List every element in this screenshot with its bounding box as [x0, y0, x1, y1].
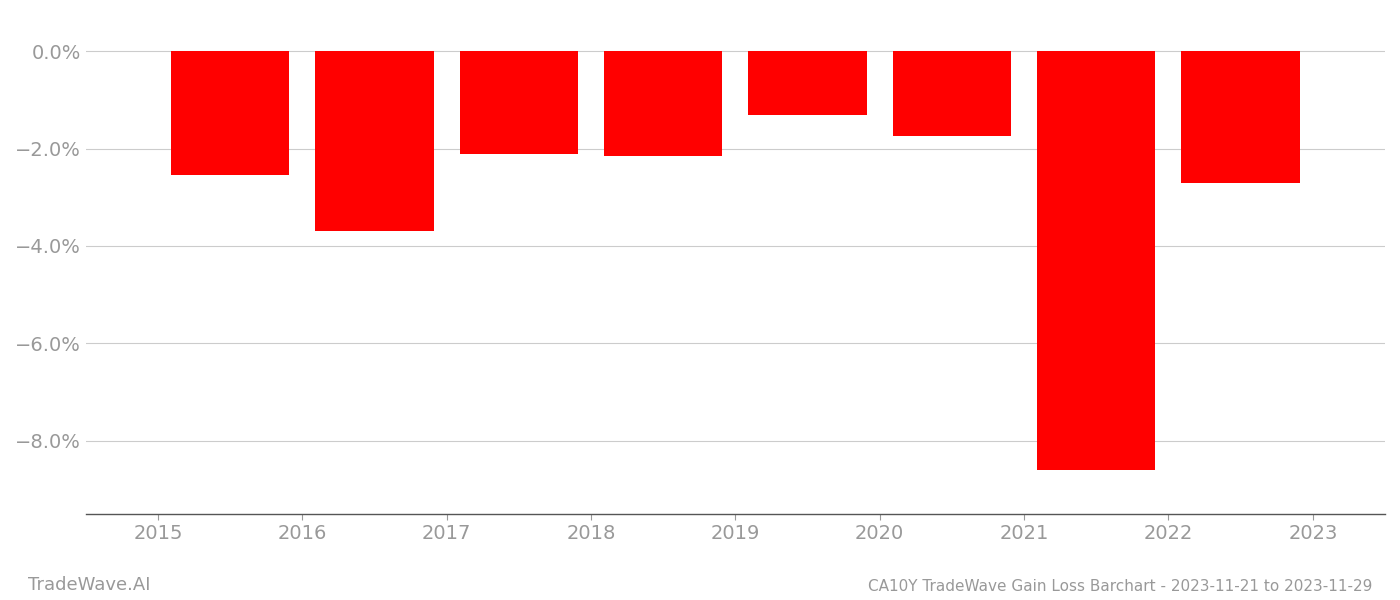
Bar: [749, 52, 867, 115]
Bar: [459, 52, 578, 154]
Text: CA10Y TradeWave Gain Loss Barchart - 2023-11-21 to 2023-11-29: CA10Y TradeWave Gain Loss Barchart - 202…: [868, 579, 1372, 594]
Bar: [1037, 52, 1155, 470]
Bar: [603, 52, 722, 156]
Bar: [1182, 52, 1299, 183]
Bar: [171, 52, 290, 175]
Bar: [893, 52, 1011, 136]
Bar: [315, 52, 434, 232]
Text: TradeWave.AI: TradeWave.AI: [28, 576, 151, 594]
